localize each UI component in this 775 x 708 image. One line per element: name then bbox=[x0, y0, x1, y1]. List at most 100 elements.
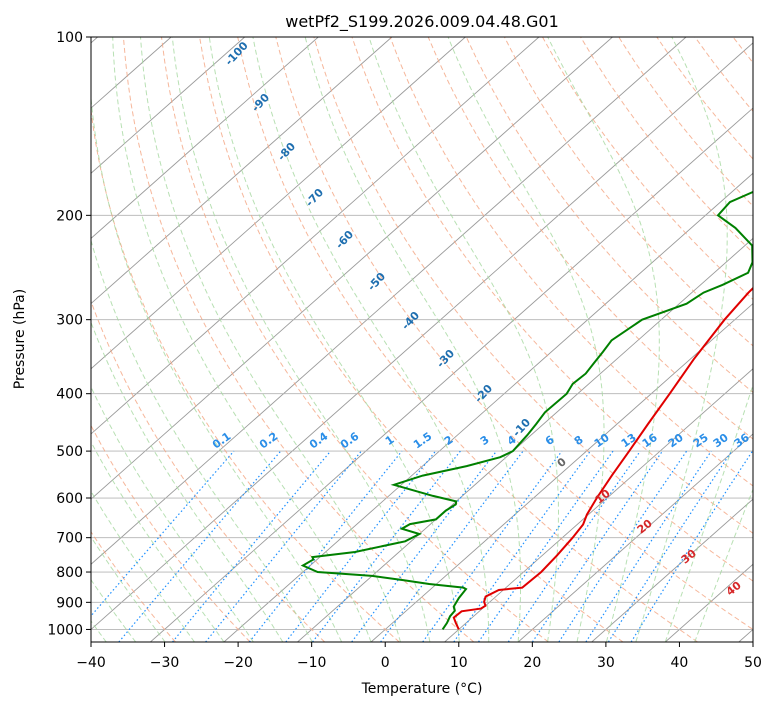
dry-adiabat-line bbox=[427, 37, 753, 440]
y-axis-label: Pressure (hPa) bbox=[12, 289, 28, 389]
isotherm-line bbox=[223, 172, 753, 642]
mixing-ratio-line bbox=[380, 450, 524, 642]
isotherm-line bbox=[91, 37, 466, 370]
moist-adiabat-line bbox=[91, 578, 137, 642]
x-tick-label: 30 bbox=[597, 655, 615, 671]
mixing-ratio-line bbox=[351, 450, 497, 642]
mixing-ratio-label: 2 bbox=[442, 433, 456, 448]
moist-adiabat-line bbox=[91, 385, 254, 642]
mixing-ratio-label: 1 bbox=[383, 433, 397, 448]
mixing-ratio-line bbox=[585, 450, 712, 642]
dry-adiabat-label: -80 bbox=[275, 140, 298, 164]
y-tick-label: 800 bbox=[56, 565, 83, 581]
x-tick-label: 0 bbox=[381, 655, 390, 671]
dry-adiabat-line bbox=[732, 37, 753, 64]
moist-adiabat-label: 10 bbox=[593, 487, 613, 507]
x-tick-label: −10 bbox=[297, 655, 327, 671]
moist-adiabat-line bbox=[447, 37, 605, 642]
dry-adiabat-label: -50 bbox=[365, 270, 388, 294]
mixing-ratio-line bbox=[248, 450, 403, 642]
x-tick-label: 20 bbox=[523, 655, 541, 671]
mixing-ratio-label: 16 bbox=[640, 431, 660, 451]
moist-adiabat-label: 40 bbox=[724, 579, 744, 599]
mixing-ratio-label: 8 bbox=[572, 433, 586, 448]
isotherm-line bbox=[91, 37, 393, 305]
mixing-ratio-line bbox=[531, 450, 663, 642]
moist-adiabat-line bbox=[635, 37, 728, 642]
moist-adiabat-line bbox=[91, 321, 284, 642]
y-tick-label: 100 bbox=[56, 30, 83, 46]
mixing-ratio-label: 6 bbox=[543, 433, 557, 448]
y-tick-label: 1000 bbox=[47, 622, 83, 638]
isotherm-line bbox=[444, 368, 753, 642]
dry-adiabat-line bbox=[91, 299, 326, 642]
plot-frame bbox=[90, 36, 754, 643]
y-tick-label: 300 bbox=[56, 313, 83, 329]
x-tick-label: 40 bbox=[671, 655, 689, 671]
mixing-ratio-line bbox=[422, 450, 563, 642]
mixing-ratio-label: 30 bbox=[711, 431, 731, 451]
mixing-ratio-line bbox=[312, 450, 461, 642]
x-tick-label: 10 bbox=[450, 655, 468, 671]
x-axis-label: Temperature (°C) bbox=[361, 681, 483, 697]
isotherm-line bbox=[517, 433, 753, 642]
dry-adiabat-line bbox=[161, 37, 549, 642]
moist-adiabat-line bbox=[91, 490, 195, 642]
moist-adiabat-line bbox=[91, 441, 225, 642]
y-tick-label: 200 bbox=[56, 208, 83, 224]
isotherm-line bbox=[738, 628, 753, 642]
dry-adiabat-line bbox=[91, 424, 251, 642]
mixing-ratio-line bbox=[630, 450, 753, 642]
dry-adiabat-label: -90 bbox=[249, 91, 272, 115]
dry-adiabat-line bbox=[91, 106, 400, 642]
dry-adiabat-line bbox=[199, 37, 624, 642]
moist-adiabat-line bbox=[547, 37, 660, 642]
chart-title: wetPf2_S199.2026.009.04.48.G01 bbox=[285, 12, 559, 32]
dry-adiabat-line bbox=[503, 37, 753, 347]
isotherm-line bbox=[297, 237, 753, 642]
moist-adiabat-line bbox=[91, 238, 313, 642]
mixing-ratio-label: 20 bbox=[666, 431, 686, 451]
moist-adiabat-line bbox=[694, 488, 753, 642]
isotherm-line bbox=[91, 42, 753, 631]
moist-adiabat-line bbox=[140, 37, 401, 642]
mixing-ratio-line bbox=[453, 450, 591, 642]
isotherm-line bbox=[91, 37, 246, 174]
y-tick-label: 900 bbox=[56, 595, 83, 611]
y-tick-label: 400 bbox=[56, 387, 83, 403]
moist-adiabat-label: 20 bbox=[635, 517, 655, 537]
isotherm-line bbox=[91, 37, 613, 500]
mixing-ratio-line bbox=[91, 450, 235, 617]
y-tick-label: 500 bbox=[56, 444, 83, 460]
moist-adiabat-line bbox=[208, 37, 460, 642]
moist-adiabat-line bbox=[664, 383, 753, 642]
isotherm-line bbox=[370, 302, 753, 642]
x-tick-label: −20 bbox=[223, 655, 253, 671]
isotherm-line bbox=[591, 498, 753, 642]
mixing-ratio-line bbox=[172, 450, 332, 642]
dry-adiabat-line bbox=[694, 37, 753, 112]
axes: −40 −30 −20 −10 0 10 20 30 40 5010020030040050060… bbox=[47, 30, 762, 671]
mixing-ratio-label: 10 bbox=[592, 431, 612, 451]
mixing-ratio-line bbox=[507, 450, 641, 642]
dry-adiabat-label: -100 bbox=[223, 39, 251, 68]
isotherm-line bbox=[150, 107, 753, 642]
moist-adiabat-line bbox=[171, 37, 431, 642]
dry-adiabat-line bbox=[771, 37, 775, 642]
moist-adiabat-line bbox=[91, 535, 166, 642]
dry-adiabat-line bbox=[313, 37, 753, 582]
isotherm-line bbox=[91, 37, 319, 239]
x-tick-label: −40 bbox=[76, 655, 106, 671]
isotherm-line bbox=[91, 37, 540, 435]
dry-adiabat-label: -30 bbox=[434, 347, 457, 371]
moist-adiabat-line bbox=[91, 93, 343, 642]
moist-adiabat-label: 0 bbox=[555, 455, 569, 470]
mixing-ratio-label: 3 bbox=[478, 433, 492, 448]
dry-adiabat-label: -20 bbox=[472, 382, 495, 406]
mixing-ratio-line bbox=[558, 450, 688, 642]
mixing-ratio-line bbox=[478, 450, 614, 642]
isotherm-line bbox=[664, 563, 753, 642]
mixing-ratio-label: 1.5 bbox=[411, 430, 434, 452]
mixing-ratio-label: 0.6 bbox=[338, 429, 362, 451]
